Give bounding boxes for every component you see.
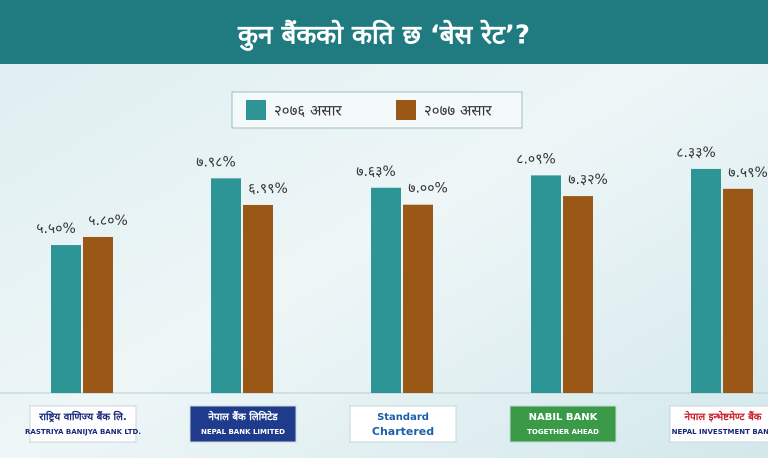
x-tick-label: नेपाल बैंक लिमिटेड: [207, 410, 278, 423]
bank-logo: [669, 405, 768, 443]
bank-logo: [189, 405, 297, 443]
value-label: ८.०९%: [516, 151, 556, 167]
chart-title: कुन बैंकको कति छ ‘बेस रेट’?: [237, 20, 530, 52]
bar: [563, 196, 593, 393]
x-tick-sublabel: NEPAL INVESTMENT BANK: [672, 428, 768, 436]
header-band: [0, 0, 768, 64]
bar: [691, 168, 721, 393]
value-label: ७.६३%: [356, 164, 396, 180]
x-tick-label: Standard: [377, 412, 429, 423]
bar: [51, 245, 81, 393]
x-tick-sublabel: TOGETHER AHEAD: [527, 428, 599, 436]
bar: [403, 204, 433, 393]
value-label: ७.९८%: [196, 154, 236, 170]
legend-box: [231, 91, 523, 129]
bank-logo: [509, 405, 617, 443]
x-tick-label: NABIL BANK: [529, 412, 599, 423]
bar: [83, 236, 113, 393]
bank-logo: [29, 405, 137, 443]
x-tick-sublabel: RASTRIYA BANIJYA BANK LTD.: [25, 428, 141, 436]
legend-swatch: [246, 100, 266, 120]
bar: [243, 204, 273, 393]
bar: [371, 187, 401, 393]
bar: [723, 188, 753, 393]
bank-logo: [349, 405, 457, 443]
value-label: ६.९९%: [248, 181, 288, 197]
x-tick-label: राष्ट्रिय वाणिज्य बैंक लि.: [38, 410, 126, 423]
legend-swatch: [396, 100, 416, 120]
x-tick-sublabel: Chartered: [372, 425, 434, 438]
bar: [531, 175, 561, 393]
value-label: ७.५९%: [728, 165, 768, 181]
value-label: ७.००%: [408, 181, 448, 197]
legend-label: २०७६ असार: [274, 102, 342, 120]
x-tick-sublabel: NEPAL BANK LIMITED: [201, 428, 285, 436]
value-label: ५.८०%: [88, 213, 128, 229]
value-label: ५.५०%: [36, 221, 76, 237]
x-tick-label: नेपाल इन्भेष्टमेण्ट बैंक: [684, 410, 763, 423]
value-label: ७.३२%: [568, 172, 608, 188]
legend-label: २०७७ असार: [424, 102, 492, 120]
value-label: ८.३३%: [676, 145, 716, 161]
bar: [211, 178, 241, 393]
